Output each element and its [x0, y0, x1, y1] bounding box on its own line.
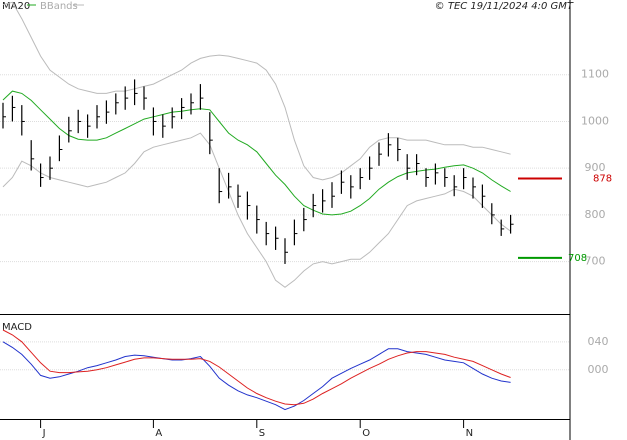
- y-tick-label: 900: [585, 161, 606, 174]
- y-tick-label: 700: [585, 255, 606, 268]
- x-tick-label: S: [259, 428, 265, 439]
- y-tick-label: 1000: [581, 114, 609, 127]
- level-label: 708: [568, 253, 587, 264]
- macd-line: [2, 341, 511, 411]
- x-tick-label: J: [42, 428, 46, 439]
- x-tick-label: N: [466, 428, 473, 439]
- legend-label: BBands: [40, 1, 78, 12]
- x-tick-label: O: [362, 428, 370, 439]
- source: © TEC 19/11/2024 4:0 GMT: [435, 1, 574, 12]
- level-label: 878: [593, 173, 612, 184]
- macd-line: [2, 329, 511, 406]
- y-tick-label: 800: [585, 208, 606, 221]
- y-tick-label: 1100: [581, 68, 609, 81]
- bband-upper: [2, 1, 511, 181]
- y-tick-label: 040: [588, 335, 609, 348]
- panel-title: MACD: [2, 322, 32, 333]
- bband-lower: [2, 132, 511, 288]
- legend-label: MA20: [2, 1, 30, 12]
- y-tick-label: 000: [588, 363, 609, 376]
- x-tick-label: A: [155, 428, 162, 439]
